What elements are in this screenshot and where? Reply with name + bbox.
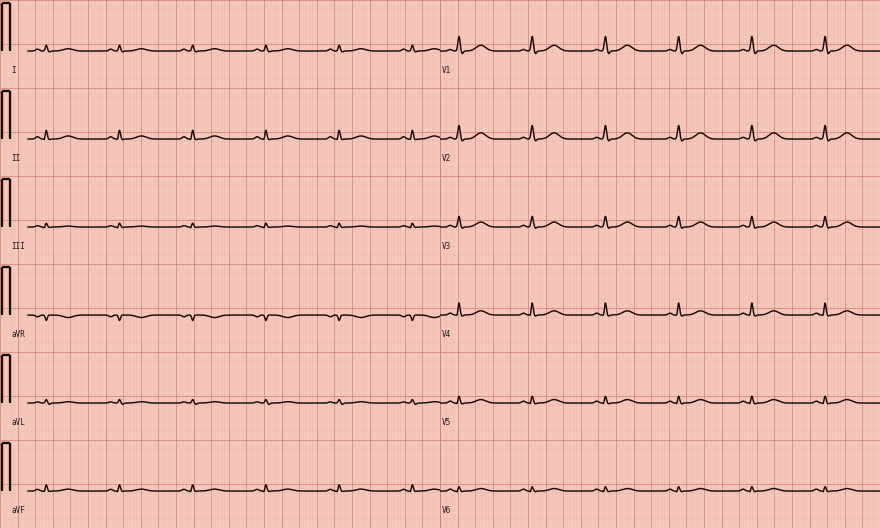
Text: II: II [11, 154, 21, 163]
Text: aVR: aVR [11, 330, 26, 339]
Text: aVL: aVL [11, 418, 26, 427]
Text: V1: V1 [442, 66, 451, 75]
Text: aVF: aVF [11, 506, 26, 515]
Text: III: III [11, 242, 26, 251]
Text: V3: V3 [442, 242, 451, 251]
Text: I: I [11, 66, 16, 75]
Text: V5: V5 [442, 418, 451, 427]
Text: V6: V6 [442, 506, 451, 515]
Text: V4: V4 [442, 330, 451, 339]
Text: V2: V2 [442, 154, 451, 163]
